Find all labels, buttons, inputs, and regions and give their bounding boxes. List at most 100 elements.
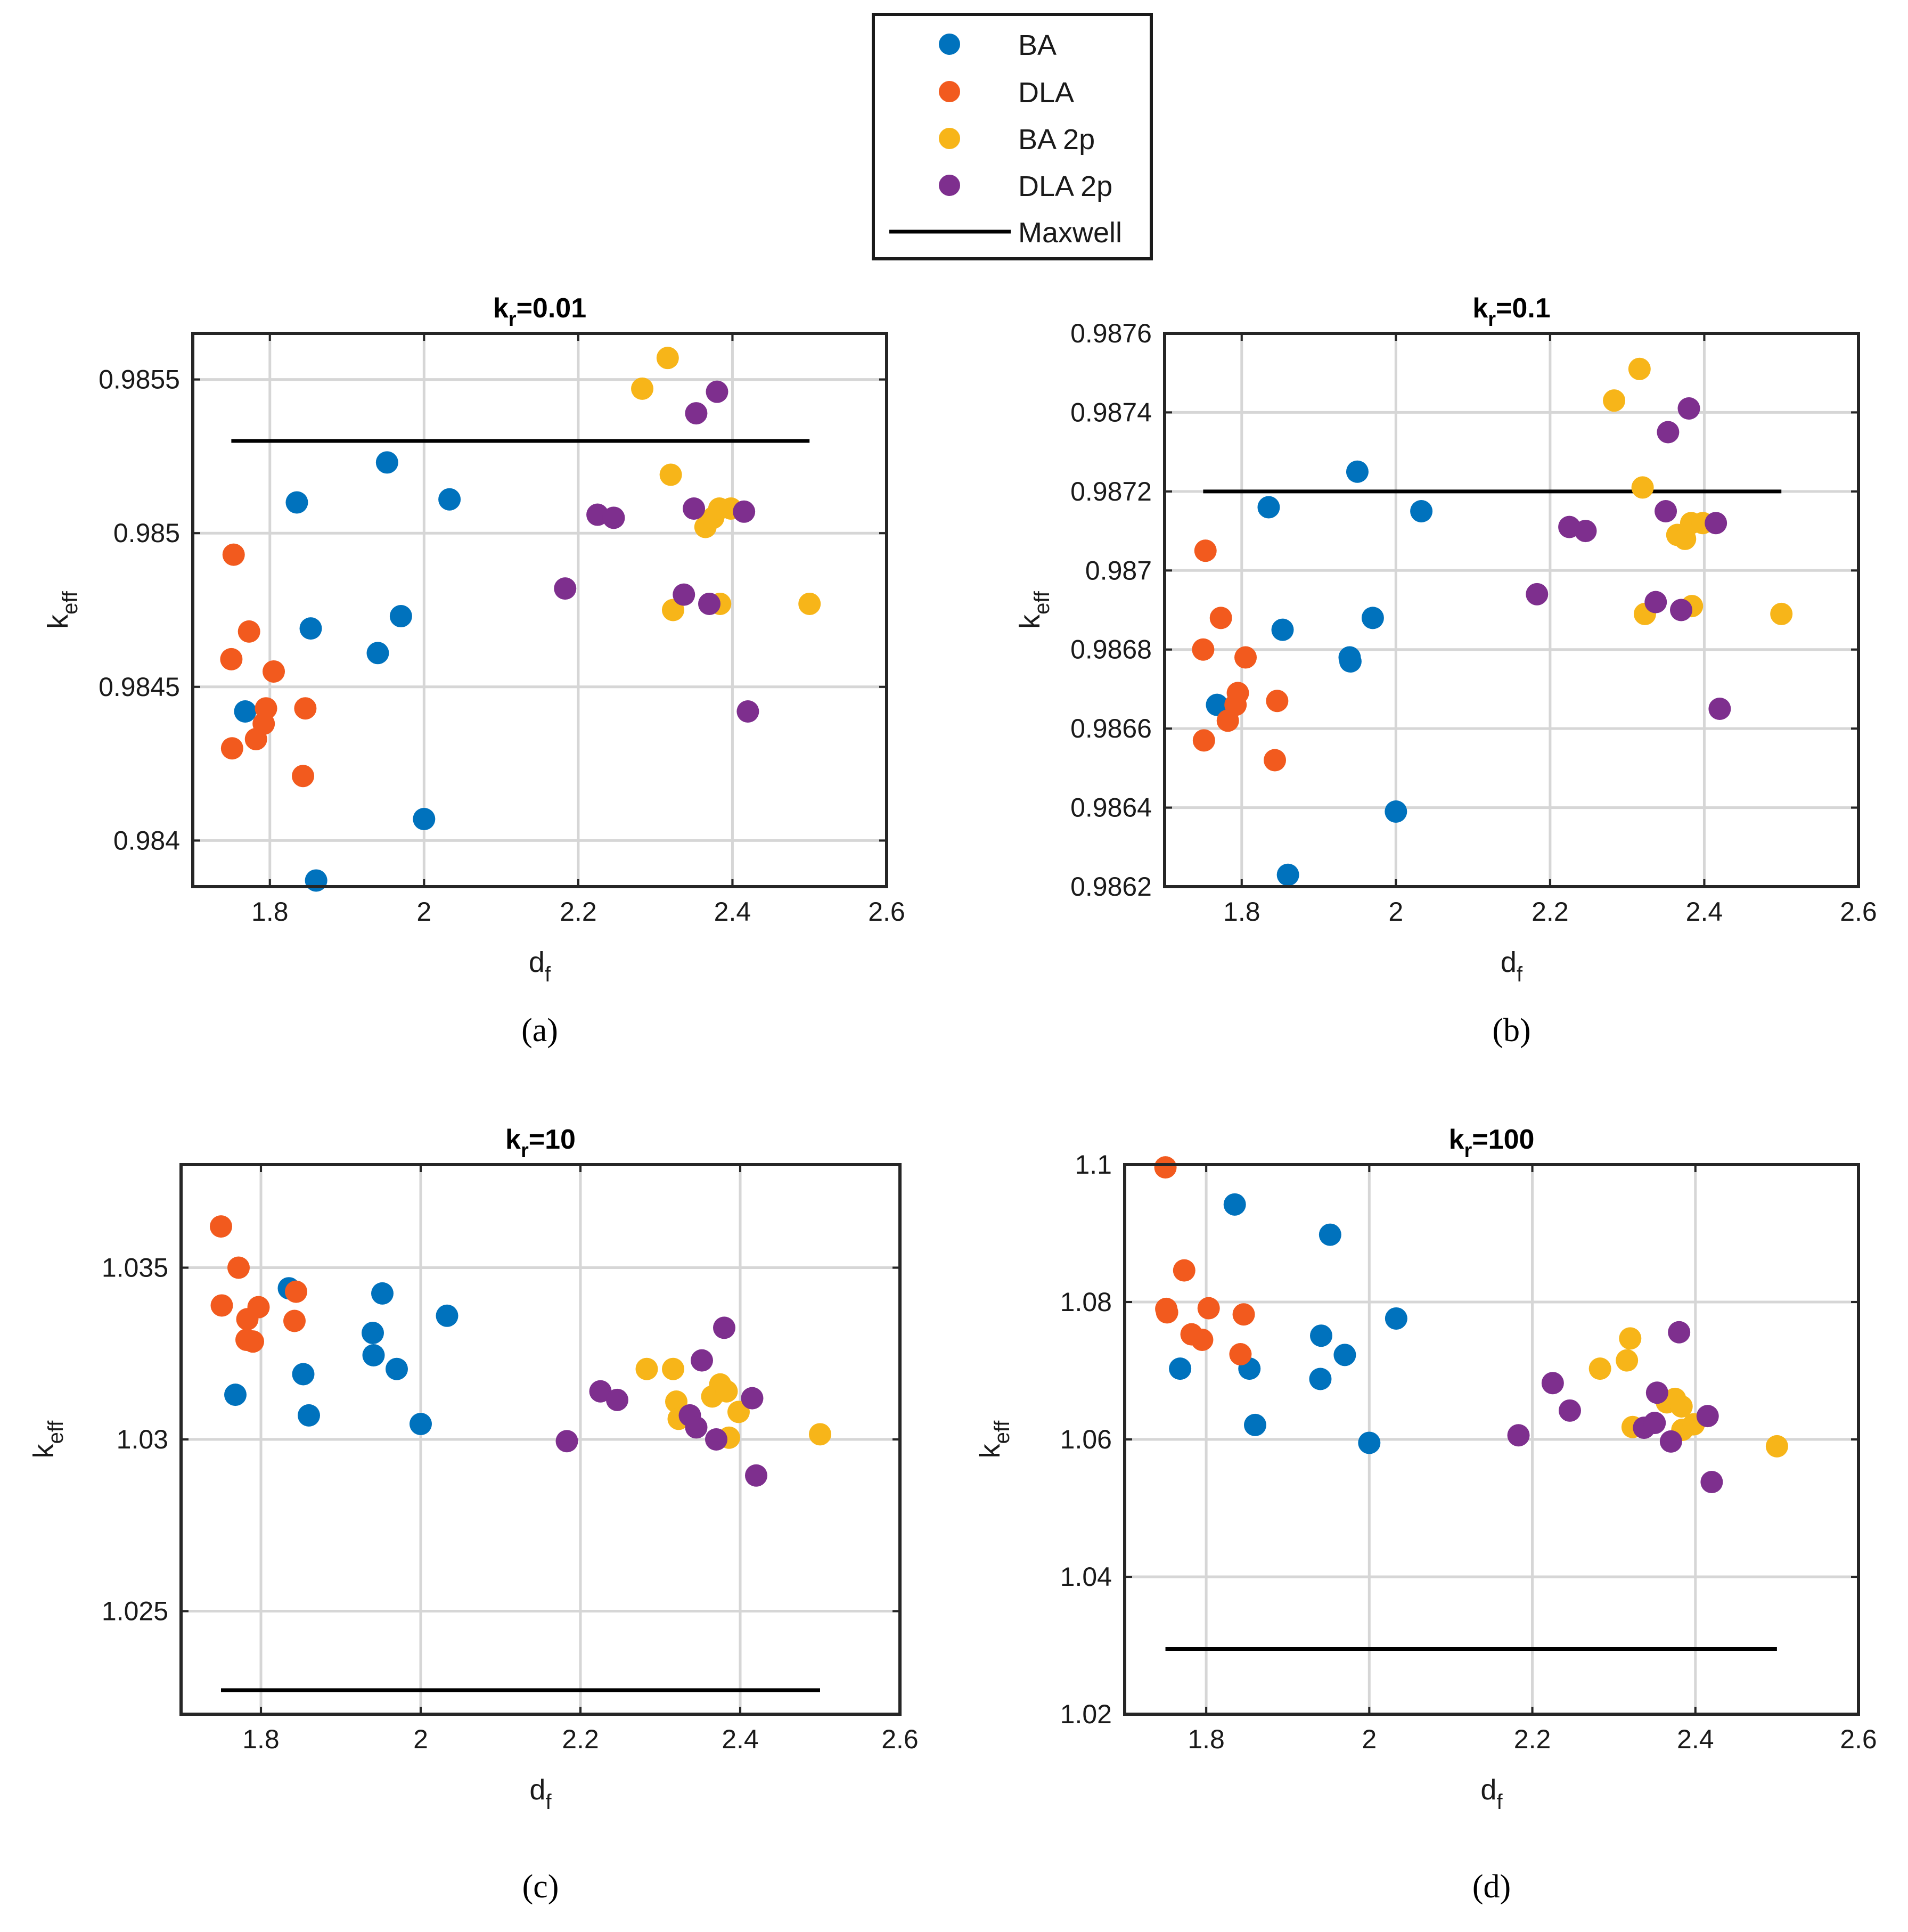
legend-label-dla-2p: DLA 2p bbox=[1018, 170, 1112, 202]
point-ba bbox=[1309, 1368, 1332, 1390]
point-dla bbox=[292, 765, 315, 788]
point-dla bbox=[1197, 1297, 1220, 1320]
x-tick-label-d: 1.8 bbox=[1188, 1724, 1225, 1754]
point-ba bbox=[1309, 1324, 1332, 1347]
legend-box bbox=[872, 13, 1153, 260]
point-dla bbox=[1226, 682, 1249, 705]
point-dla bbox=[1154, 1156, 1177, 1179]
point-ba-2p bbox=[662, 1357, 684, 1380]
y-tick-label-b: 0.9872 bbox=[1070, 477, 1152, 506]
point-ba bbox=[1271, 618, 1294, 641]
y-tick-label-a: 0.9855 bbox=[99, 365, 180, 395]
point-dla bbox=[1192, 638, 1215, 661]
point-dla bbox=[1173, 1259, 1195, 1282]
point-ba-2p bbox=[809, 1423, 831, 1446]
point-ba bbox=[1361, 607, 1384, 629]
x-axis-label-d: df bbox=[1480, 1774, 1503, 1814]
point-ba-2p bbox=[1631, 476, 1654, 499]
legend-label-ba: BA bbox=[1018, 29, 1057, 61]
y-tick-label-d: 1.08 bbox=[1060, 1287, 1112, 1317]
series-dla-c bbox=[210, 1215, 307, 1353]
point-dla bbox=[222, 543, 245, 566]
point-dla bbox=[1266, 690, 1289, 713]
point-ba bbox=[413, 808, 436, 831]
point-ba bbox=[1276, 863, 1299, 886]
point-dla bbox=[220, 648, 243, 670]
point-ba bbox=[224, 1383, 247, 1406]
x-tick-label-a: 2.4 bbox=[714, 897, 751, 927]
series-dla-2p-a bbox=[554, 380, 759, 723]
y-tick-label-b: 0.9868 bbox=[1070, 635, 1152, 665]
series-dla-2p-d bbox=[1507, 1321, 1723, 1493]
point-ba-2p bbox=[1616, 1349, 1639, 1372]
point-ba-2p bbox=[1670, 1395, 1693, 1418]
point-dla bbox=[1209, 607, 1232, 629]
point-ba bbox=[386, 1357, 408, 1380]
point-dla-2p bbox=[1526, 583, 1549, 605]
point-dla bbox=[285, 1280, 307, 1303]
legend: BA DLA BA 2p DLA 2p Maxwell bbox=[872, 13, 1153, 260]
series-dla-2p-b bbox=[1526, 397, 1731, 721]
chart-panel-b: 1.8 2 2.2 2.4 2.6 0.9862 0.9864 0.9866 0.9868 0.9… bbox=[1014, 293, 1877, 1049]
y-tick-label-c: 1.03 bbox=[117, 1425, 168, 1454]
y-tick-label-b: 0.9864 bbox=[1070, 793, 1152, 823]
point-dla-2p bbox=[1643, 1412, 1666, 1435]
series-ba-c bbox=[224, 1277, 458, 1435]
point-dla bbox=[1229, 1343, 1252, 1366]
point-ba bbox=[305, 869, 327, 892]
point-dla-2p bbox=[1668, 1321, 1691, 1344]
point-ba-2p bbox=[631, 377, 654, 400]
point-ba-2p bbox=[1619, 1327, 1642, 1350]
point-dla bbox=[238, 620, 260, 643]
chart-panel-a: 1.8 2 2.2 2.4 2.6 0.984 0.9845 0.985 0.9855 kr=0.… bbox=[42, 293, 905, 1049]
y-tick-label-d: 1.06 bbox=[1060, 1425, 1112, 1454]
point-dla-2p bbox=[1644, 591, 1667, 613]
point-ba bbox=[1206, 693, 1229, 716]
y-tick-label-d: 1.1 bbox=[1075, 1150, 1112, 1180]
point-ba bbox=[371, 1282, 394, 1305]
point-dla-2p bbox=[691, 1349, 713, 1372]
point-ba-2p bbox=[656, 347, 679, 370]
y-tick-label-d: 1.04 bbox=[1060, 1562, 1112, 1592]
y-tick-label-a: 0.9845 bbox=[99, 672, 180, 702]
point-ba-2p bbox=[1603, 389, 1626, 412]
point-dla bbox=[1156, 1301, 1178, 1324]
point-dla-2p bbox=[1659, 1430, 1682, 1453]
series-dla-b bbox=[1192, 539, 1289, 772]
point-ba bbox=[234, 700, 257, 723]
point-dla-2p bbox=[554, 577, 577, 600]
legend-marker-ba-2p bbox=[939, 128, 960, 149]
legend-marker-ba bbox=[939, 34, 960, 55]
point-dla bbox=[255, 697, 277, 720]
point-dla-2p bbox=[1507, 1424, 1530, 1447]
point-dla-2p bbox=[741, 1387, 764, 1410]
series-ba-d bbox=[1169, 1193, 1407, 1454]
point-dla-2p bbox=[606, 1388, 628, 1411]
point-ba-2p bbox=[659, 463, 682, 486]
axes-frame-a bbox=[191, 332, 888, 888]
point-dla bbox=[1234, 646, 1257, 669]
chart-title-a: kr=0.01 bbox=[493, 293, 586, 331]
x-tick-label-c: 1.8 bbox=[242, 1724, 280, 1754]
x-tick-label-a: 1.8 bbox=[251, 897, 289, 927]
x-axis-label-c: df bbox=[529, 1774, 552, 1814]
point-dla bbox=[1232, 1303, 1255, 1326]
legend-entry-dla: DLA bbox=[939, 77, 1074, 109]
series-ba-2p-b bbox=[1603, 357, 1793, 625]
x-tick-label-d: 2.6 bbox=[1840, 1724, 1877, 1754]
x-tick-label-d: 2.4 bbox=[1677, 1724, 1714, 1754]
point-ba bbox=[1257, 496, 1280, 519]
point-ba bbox=[1410, 500, 1433, 522]
axes-frame-b bbox=[1163, 332, 1860, 888]
y-tick-label-b: 0.9866 bbox=[1070, 714, 1152, 743]
point-ba-2p bbox=[1770, 602, 1793, 625]
x-tick-label-a: 2 bbox=[416, 897, 431, 927]
point-dla bbox=[1264, 749, 1287, 772]
point-ba bbox=[410, 1412, 432, 1435]
y-axis-label-c: keff bbox=[28, 1420, 68, 1459]
point-dla-2p bbox=[555, 1430, 578, 1453]
point-ba bbox=[1346, 460, 1369, 483]
x-tick-label-a: 2.6 bbox=[868, 897, 905, 927]
point-ba bbox=[1333, 1344, 1356, 1366]
x-tick-label-b: 2.6 bbox=[1840, 897, 1877, 927]
